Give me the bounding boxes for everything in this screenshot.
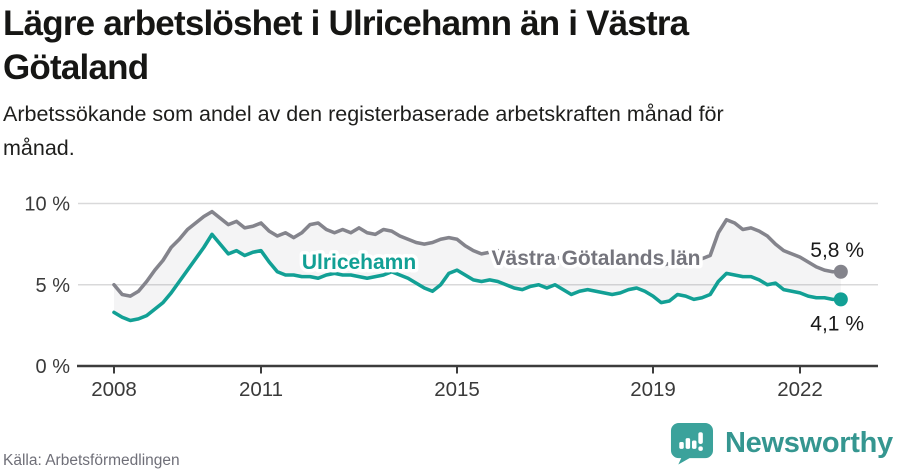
y-axis-tick-label: 10 % (24, 194, 70, 216)
x-axis-tick-label: 2022 (777, 378, 823, 401)
newsworthy-logo: Newsworthy (668, 421, 893, 465)
logo-bar-3 (691, 440, 697, 449)
series-label-vastra-gotalands-lan: Västra Götalands län (492, 247, 701, 270)
logo-exclamation-bar (698, 432, 703, 444)
fill-between-series (114, 211, 841, 321)
series-line-vastra-gotalands-lan (112, 209, 843, 298)
x-axis-tick-label: 2019 (630, 378, 676, 401)
subtitle-line-2: månad. (3, 136, 75, 160)
series-label-ulricehamn: Ulricehamn (302, 251, 416, 274)
newsworthy-logo-icon (670, 422, 714, 465)
x-axis-tick-label: 2011 (239, 378, 283, 401)
end-value-label-ulricehamn: 4,1 % (810, 312, 864, 335)
logo-exclamation-dot (698, 446, 703, 451)
newsworthy-logo-text: Newsworthy (725, 426, 893, 459)
end-value-label-vastra-gotalands-lan: 5,8 % (810, 239, 864, 262)
y-axis-tick-label: 0 % (36, 356, 71, 378)
source-note: Källa: Arbetsförmedlingen (3, 452, 180, 469)
logo-bar-1 (679, 442, 684, 449)
logo-bar-2 (685, 438, 691, 449)
chart-subtitle: Arbetssökande som andel av den registerb… (3, 97, 883, 165)
end-dot-ulricehamn (833, 292, 848, 307)
subtitle-line-1: Arbetssökande som andel av den registerb… (3, 102, 724, 126)
y-axis-tick-label: 5 % (36, 275, 71, 297)
x-axis-tick-label: 2015 (434, 378, 480, 401)
end-dot-vastra-gotalands-lan (833, 264, 848, 279)
x-axis-tick-label: 2008 (91, 378, 137, 401)
page-title: Lägre arbetslöshet i Ulricehamn än i Väs… (3, 2, 883, 90)
title-line-1: Lägre arbetslöshet i Ulricehamn än i Väs… (3, 4, 689, 43)
title-line-2: Götaland (3, 48, 149, 87)
series-line-ulricehamn (112, 232, 843, 323)
